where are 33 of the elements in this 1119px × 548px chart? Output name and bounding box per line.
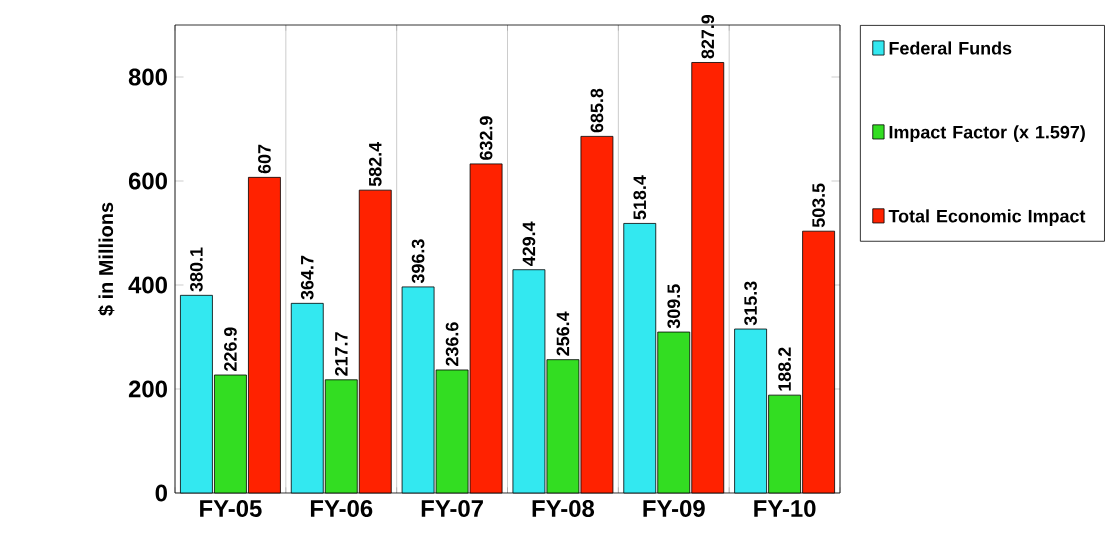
data-label: 632.9 [479, 116, 493, 160]
legend-label: Total Economic Impact [888, 209, 1086, 226]
data-label: 827.9 [701, 14, 715, 59]
legend-label: Impact Factor (x 1.597) [889, 125, 1085, 143]
x-tick-label: FY-09 [643, 500, 705, 517]
y-tick-label: 200 [128, 380, 167, 398]
y-tick-label: 400 [128, 276, 167, 294]
data-label: 364.7 [300, 255, 314, 300]
data-label: 217.7 [334, 332, 348, 376]
data-label: 256.4 [556, 311, 570, 356]
data-label: 188.2 [778, 347, 791, 391]
data-label: 380.1 [190, 247, 203, 292]
data-label: 396.3 [411, 239, 425, 284]
legend-label: Federal Funds [889, 41, 1012, 55]
data-label: 315.3 [744, 281, 757, 326]
data-label: 429.4 [522, 221, 536, 267]
x-tick-label: FY-07 [421, 500, 483, 517]
x-tick-label: FY-05 [200, 500, 262, 517]
data-label: 607 [258, 144, 271, 174]
y-tick-label: 0 [155, 484, 167, 502]
x-tick-label: FY-06 [310, 500, 373, 517]
data-label: 309.5 [667, 284, 681, 329]
x-tick-label: FY-08 [532, 500, 595, 517]
data-label: 685.8 [590, 88, 604, 133]
y-axis-title: $ in Millions [98, 202, 115, 316]
data-label: 226.9 [224, 327, 237, 371]
data-label: 518.4 [633, 175, 647, 220]
y-tick-label: 800 [128, 68, 167, 86]
x-tick-label: FY-10 [754, 500, 816, 517]
data-label: 236.6 [445, 322, 459, 366]
data-label: 503.5 [812, 183, 825, 228]
y-tick-label: 600 [128, 172, 167, 190]
data-label: 582.4 [368, 141, 382, 187]
